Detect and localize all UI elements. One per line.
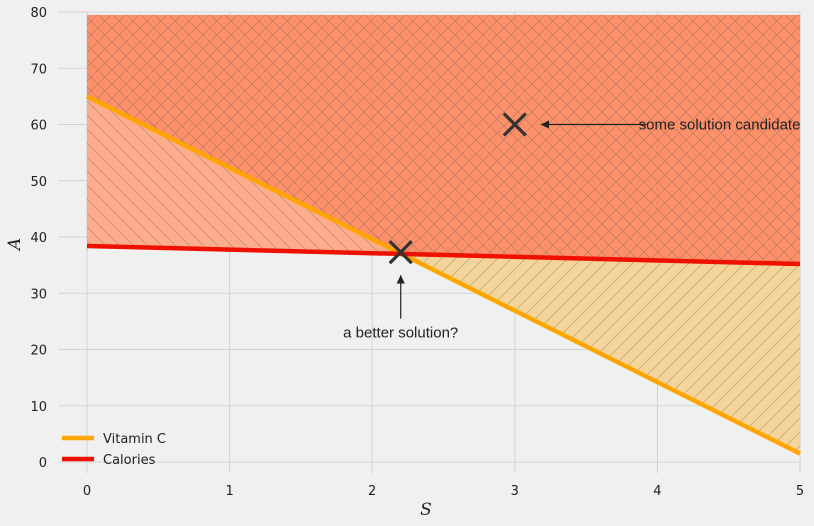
x-tick-label: 5 — [796, 484, 804, 499]
y-tick-label: 50 — [30, 175, 47, 190]
marker-x-stroke — [502, 112, 527, 137]
y-tick-label: 80 — [30, 6, 47, 21]
y-tick-label: 60 — [30, 119, 47, 134]
y-tick-label: 30 — [30, 287, 47, 302]
x-axis-label: S — [420, 500, 432, 520]
y-tick-label: 70 — [30, 62, 47, 77]
solution-markers: some solution candidate a better solution… — [343, 112, 801, 342]
solution-marker: some solution candidate — [502, 112, 801, 137]
x-tick-label: 1 — [225, 484, 233, 499]
legend-label: Vitamin C — [103, 432, 166, 447]
x-tick-label: 4 — [653, 484, 661, 499]
solution-marker: a better solution? — [343, 240, 458, 342]
series-lines — [85, 94, 802, 456]
marker-x-stroke — [388, 240, 413, 265]
y-tick-label: 10 — [30, 400, 47, 415]
region-calories-hatch — [401, 253, 800, 454]
x-tick-label: 2 — [368, 484, 376, 499]
y-axis-label: A — [5, 238, 25, 252]
region-both-hatch — [87, 14, 800, 264]
legend: Vitamin C Calories — [62, 432, 166, 468]
feasible-regions — [87, 14, 800, 454]
series-line-calories — [86, 243, 801, 267]
x-tick-label: 0 — [83, 484, 91, 499]
annotation-label: a better solution? — [343, 325, 458, 342]
annotation-label: some solution candidate — [639, 117, 801, 134]
series-line-vitamin-c — [85, 94, 802, 456]
y-tick-label: 40 — [30, 231, 47, 246]
legend-label: Calories — [103, 453, 156, 468]
y-tick-label: 0 — [39, 456, 47, 471]
x-tick-label: 3 — [511, 484, 519, 499]
y-tick-label: 20 — [30, 344, 47, 359]
